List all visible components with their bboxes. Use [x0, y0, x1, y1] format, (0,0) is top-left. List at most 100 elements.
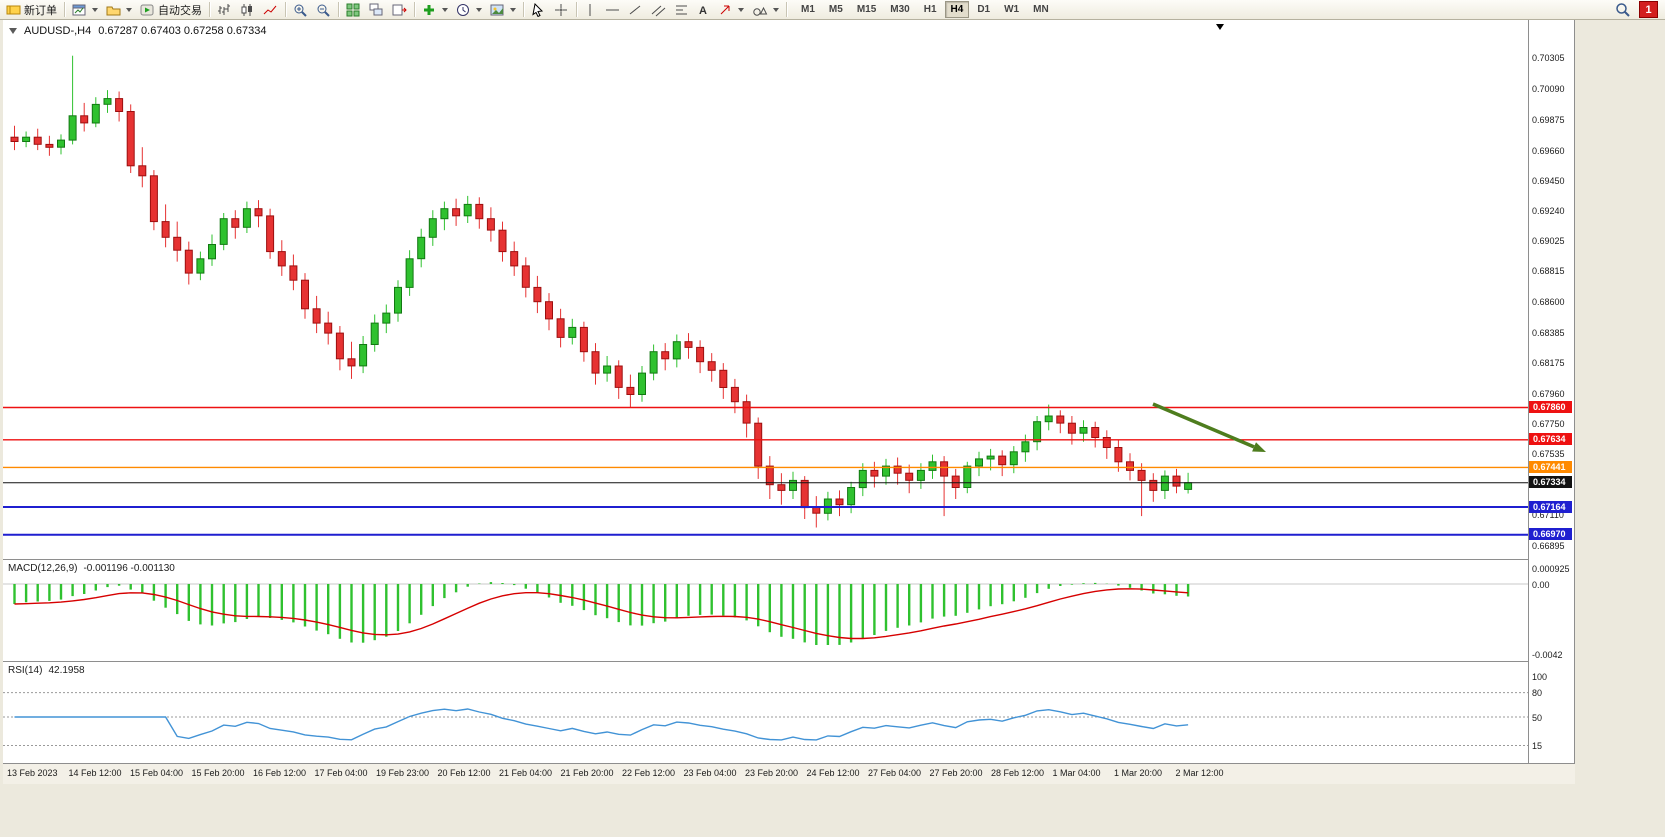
time-axis-label: 15 Feb 04:00: [130, 768, 184, 778]
time-axis-label: 2 Mar 12:00: [1175, 768, 1224, 778]
cursor-button[interactable]: [527, 1, 550, 19]
bottom-area: [0, 784, 1575, 837]
price-line-tag[interactable]: 0.66970: [1529, 528, 1572, 541]
timeframe-h1[interactable]: H1: [918, 1, 943, 18]
toolbar-separator: [576, 2, 577, 17]
zoom-out-button[interactable]: [312, 1, 335, 19]
zoom-in-icon: [294, 4, 307, 17]
price-axis-tick: 0.70305: [1532, 53, 1565, 64]
macd-name: MACD(12,26,9): [8, 563, 78, 574]
timeframe-m5[interactable]: M5: [823, 1, 849, 18]
indicators-button[interactable]: [418, 1, 452, 19]
auto-trading-label: 自动交易: [158, 4, 202, 17]
profiles-icon: [106, 6, 121, 15]
indicator-axis-tick: 50: [1532, 712, 1543, 723]
channel-icon: [651, 5, 666, 16]
bar-chart-icon: [218, 3, 230, 15]
trend-arrow[interactable]: [1152, 402, 1255, 449]
timeframe-m30[interactable]: M30: [884, 1, 915, 18]
zoom-in-button[interactable]: [289, 1, 312, 19]
price-axis-tick: 0.69240: [1532, 205, 1565, 216]
fibonacci-button[interactable]: [670, 1, 693, 19]
indicator-axis-tick: 15: [1532, 741, 1543, 751]
time-axis-label: 1 Mar 20:00: [1114, 768, 1163, 778]
macd-label: MACD(12,26,9) -0.001196 -0.001130: [8, 563, 175, 574]
chart-shift-icon: [392, 4, 407, 15]
price-line-tag[interactable]: 0.67441: [1529, 460, 1572, 473]
timeframe-h4[interactable]: H4: [944, 1, 970, 18]
line-chart-button[interactable]: [259, 1, 282, 19]
price-chart-panel[interactable]: AUDUSD-,H4 0.67287 0.67403 0.67258 0.673…: [3, 20, 1528, 559]
indicator-axis-tick: 0.000925: [1532, 564, 1570, 575]
toolbar-separator: [523, 2, 524, 17]
price-line-tag[interactable]: 0.67334: [1529, 476, 1572, 489]
candlestick-chart[interactable]: [3, 20, 1528, 559]
time-axis-label: 24 Feb 12:00: [806, 768, 860, 778]
toolbar-separator: [64, 2, 65, 17]
notification-badge[interactable]: 1: [1639, 1, 1658, 18]
macd-panel[interactable]: MACD(12,26,9) -0.001196 -0.001130: [3, 559, 1528, 661]
text-tool-button[interactable]: A: [693, 1, 714, 19]
shapes-tool-button[interactable]: [748, 1, 783, 19]
shapes-tool-icon: [753, 6, 768, 16]
crosshair-button[interactable]: [550, 1, 573, 19]
svg-text:A: A: [699, 5, 707, 17]
timeframe-d1[interactable]: D1: [971, 1, 996, 18]
templates-button[interactable]: [486, 1, 520, 19]
bar-chart-button[interactable]: [213, 1, 236, 19]
rsi-chart[interactable]: [3, 662, 1528, 763]
chevron-down-icon: [442, 7, 448, 12]
price-axis-tick: 0.67750: [1532, 418, 1565, 429]
toolbar-separator: [285, 2, 286, 17]
channel-button[interactable]: [647, 1, 670, 19]
auto-arrange-icon: [369, 3, 383, 15]
search-icon[interactable]: [1615, 2, 1631, 17]
price-axis-tick: 0.67535: [1532, 449, 1565, 460]
time-axis[interactable]: 13 Feb 2023 14 Feb 12:00 15 Feb 04:00 15 Fe…: [3, 763, 1575, 784]
macd-values: -0.001196 -0.001130: [83, 563, 175, 574]
time-axis-label: 27 Feb 04:00: [868, 768, 922, 778]
candlestick-chart-button[interactable]: [236, 1, 259, 19]
macd-chart[interactable]: [3, 560, 1528, 661]
timeframe-mn[interactable]: MN: [1027, 1, 1055, 18]
time-axis-label: 27 Feb 20:00: [929, 768, 983, 778]
timeframe-w1[interactable]: W1: [998, 1, 1025, 18]
price-line-tag[interactable]: 0.67164: [1529, 500, 1572, 513]
crosshair-icon: [555, 3, 567, 16]
chart-shift-button[interactable]: [388, 1, 411, 19]
periods-button[interactable]: [452, 1, 486, 19]
cursor-icon: [532, 2, 544, 17]
right-gutter: [1575, 20, 1665, 837]
arrows-tool-button[interactable]: [714, 1, 748, 19]
price-axis-tick: 0.67960: [1532, 388, 1565, 399]
time-axis-label: 22 Feb 12:00: [622, 768, 676, 778]
rsi-name: RSI(14): [8, 665, 43, 676]
profiles-button[interactable]: [102, 1, 136, 19]
rsi-panel[interactable]: RSI(14) 42.1958: [3, 661, 1528, 763]
time-axis-label: 21 Feb 20:00: [560, 768, 614, 778]
timeframe-m15[interactable]: M15: [851, 1, 882, 18]
price-axis-tick: 0.68175: [1532, 357, 1565, 368]
one-click-trading-toggle[interactable]: [9, 28, 17, 34]
time-axis-label: 15 Feb 20:00: [191, 768, 245, 778]
chart-shift-marker[interactable]: [1216, 24, 1224, 30]
toolbar-separator: [414, 2, 415, 17]
vertical-line-button[interactable]: [580, 1, 601, 19]
trendline-button[interactable]: [624, 1, 647, 19]
price-axis[interactable]: 0.70305 0.70090 0.69875 0.69660 0.69450 0.692…: [1528, 20, 1575, 763]
auto-trading-button[interactable]: 自动交易: [136, 1, 206, 19]
time-axis-label: 14 Feb 12:00: [68, 768, 122, 778]
time-axis-label: 13 Feb 2023: [7, 768, 58, 778]
price-line-tag[interactable]: 0.67860: [1529, 401, 1572, 413]
new-chart-button[interactable]: [68, 1, 102, 19]
timeframe-toolbar: M1 M5 M15 M30 H1 H4 D1 W1 MN: [794, 1, 1056, 18]
price-axis-tick: 0.70090: [1532, 84, 1565, 95]
tile-windows-button[interactable]: [342, 1, 365, 19]
line-chart-icon: [263, 5, 277, 14]
horizontal-line-button[interactable]: [601, 1, 624, 19]
chart-ohlc-values: 0.67287 0.67403 0.67258 0.67334: [98, 25, 267, 37]
price-line-tag[interactable]: 0.67634: [1529, 433, 1572, 446]
auto-arrange-button[interactable]: [365, 1, 388, 19]
new-order-button[interactable]: 新订单: [2, 1, 61, 19]
timeframe-m1[interactable]: M1: [795, 1, 821, 18]
